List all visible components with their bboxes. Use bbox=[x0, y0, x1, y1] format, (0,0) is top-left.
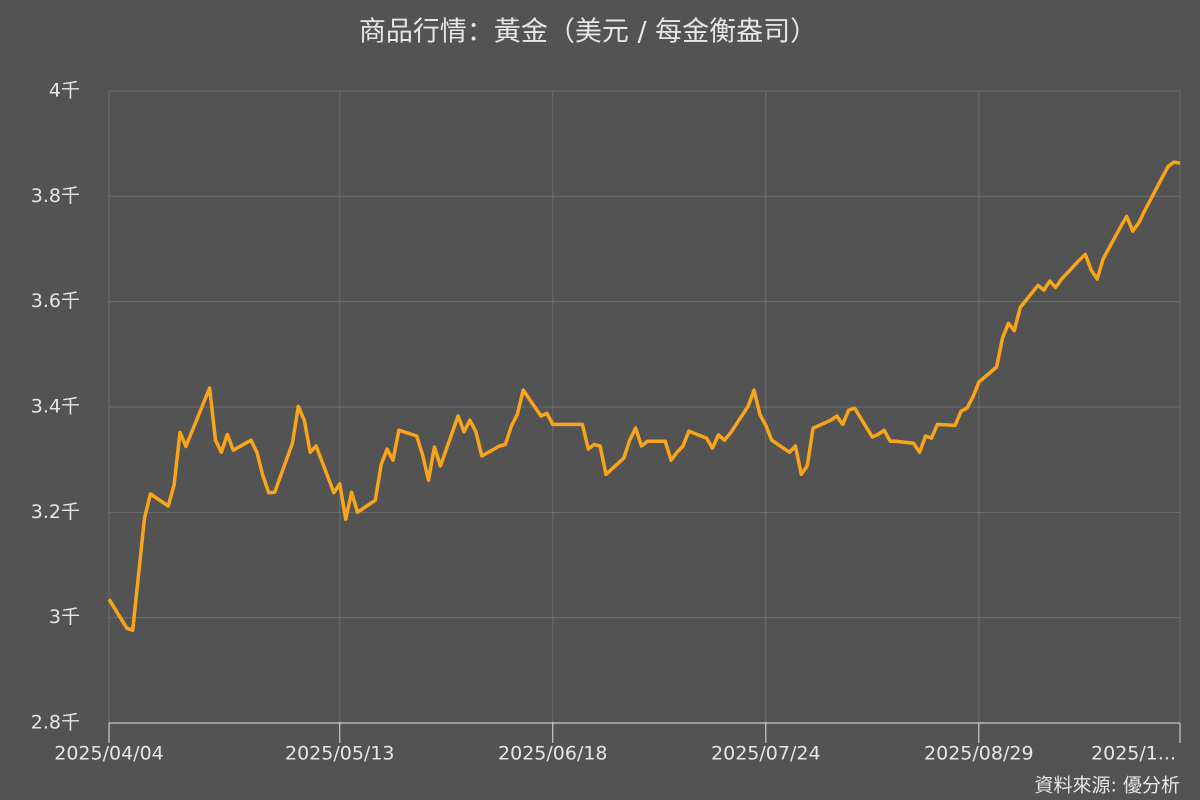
price-line bbox=[107, 160, 1181, 633]
x-tick-label: 2025/06/18 bbox=[498, 743, 608, 765]
y-tick-label: 2.8千 bbox=[31, 712, 80, 734]
source: 資料來源: 優分析 bbox=[1035, 775, 1180, 797]
y-tick-label: 3.6千 bbox=[31, 290, 80, 312]
y-tick-label: 4千 bbox=[49, 80, 80, 102]
y-tick-label: 3.8千 bbox=[31, 185, 80, 207]
y-tick-label: 3.4千 bbox=[31, 396, 80, 418]
x-tick-label: 2025/04/04 bbox=[54, 743, 164, 765]
x-tick-label: 2025/07/24 bbox=[711, 743, 821, 765]
x-tick-label: 2025/05/13 bbox=[285, 743, 395, 765]
chart-title: 商品行情：黃金（美元 / 每金衡盎司） bbox=[359, 17, 817, 48]
y-tick-label: 3千 bbox=[49, 606, 80, 628]
x-tick-label: 2025/08/29 bbox=[924, 743, 1034, 765]
y-tick-label: 3.2千 bbox=[31, 501, 80, 523]
x-tick-label: 2025/1... bbox=[1091, 743, 1176, 765]
